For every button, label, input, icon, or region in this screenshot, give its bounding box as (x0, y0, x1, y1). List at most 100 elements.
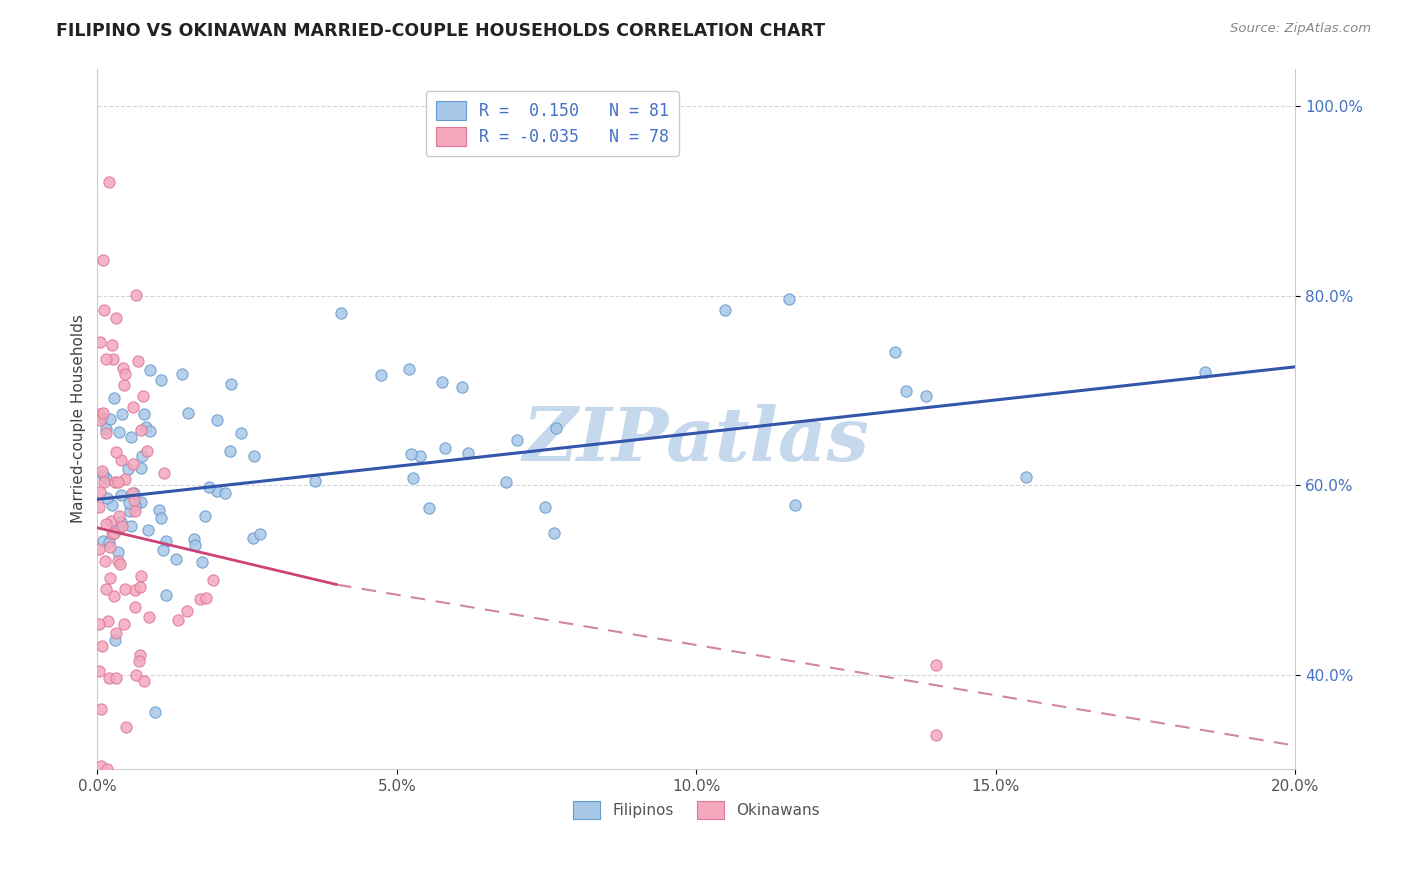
Point (110, 407, 132, 421)
Point (152, 467, 174, 481)
Point (103, 391, 125, 405)
Point (409, 449, 432, 463)
Text: Source: ZipAtlas.com: Source: ZipAtlas.com (1230, 22, 1371, 36)
Point (778, 293, 800, 307)
Point (89, 334, 111, 349)
Legend: Filipinos, Okinawans: Filipinos, Okinawans (567, 795, 827, 825)
Point (104, 633, 127, 648)
Point (90, 702, 112, 716)
Point (714, 302, 737, 317)
Point (188, 591, 211, 606)
Point (103, 352, 125, 367)
Point (434, 441, 457, 455)
Point (432, 375, 454, 389)
Point (93, 475, 115, 490)
Point (894, 384, 917, 398)
Point (108, 425, 131, 439)
Point (177, 406, 200, 420)
Y-axis label: Married-couple Households: Married-couple Households (72, 315, 86, 524)
Point (170, 367, 193, 381)
Point (110, 515, 132, 529)
Point (104, 475, 127, 489)
Point (103, 589, 125, 603)
Point (129, 580, 152, 594)
Point (121, 486, 143, 500)
Point (129, 569, 152, 583)
Point (132, 389, 155, 403)
Point (329, 306, 352, 320)
Point (135, 444, 157, 458)
Point (122, 486, 145, 500)
Point (104, 445, 127, 459)
Point (205, 413, 228, 427)
Point (107, 522, 129, 536)
Point (96, 471, 118, 485)
Point (131, 449, 153, 463)
Point (91, 406, 114, 420)
Point (93, 554, 115, 568)
Point (108, 509, 131, 524)
Point (98, 175, 121, 189)
Point (124, 600, 146, 615)
Point (103, 525, 125, 540)
Point (124, 582, 146, 597)
Point (98, 534, 121, 549)
Point (90, 759, 112, 773)
Point (143, 706, 166, 720)
Point (398, 362, 420, 376)
Point (111, 518, 134, 533)
Point (98, 671, 121, 685)
Point (94, 425, 117, 440)
Point (101, 527, 124, 541)
Point (155, 589, 177, 603)
Text: ZIPatlas: ZIPatlas (523, 404, 870, 476)
Point (925, 658, 948, 673)
Point (883, 344, 905, 359)
Point (150, 373, 173, 387)
Point (90, 464, 112, 478)
Point (183, 538, 205, 552)
Point (129, 494, 152, 508)
Point (122, 493, 145, 508)
Point (91, 253, 114, 268)
Point (124, 498, 146, 512)
Point (94, 516, 117, 531)
Point (132, 408, 155, 422)
Point (104, 671, 127, 685)
Point (165, 552, 187, 566)
Point (128, 648, 150, 662)
Point (128, 654, 150, 668)
Point (93, 303, 115, 318)
Point (198, 480, 221, 494)
Point (96, 762, 118, 776)
Point (124, 667, 146, 681)
Point (418, 501, 440, 516)
Point (785, 499, 807, 513)
Point (191, 555, 214, 569)
Point (135, 420, 157, 434)
Point (89, 616, 111, 631)
Point (89, 407, 111, 421)
Point (91, 411, 114, 425)
Point (219, 377, 242, 392)
Point (91, 533, 114, 548)
Point (118, 503, 141, 517)
Point (176, 604, 198, 618)
Point (98, 540, 121, 554)
Point (139, 363, 162, 377)
Point (218, 444, 240, 458)
Point (129, 423, 152, 437)
Point (114, 472, 136, 486)
Point (110, 488, 132, 502)
Point (98, 412, 121, 426)
Point (495, 475, 517, 489)
Point (104, 310, 127, 325)
Point (925, 728, 948, 742)
Point (136, 523, 159, 537)
Point (104, 626, 127, 640)
Point (402, 470, 425, 484)
Point (194, 508, 217, 523)
Point (148, 503, 170, 517)
Point (304, 474, 326, 488)
Point (89, 664, 111, 678)
